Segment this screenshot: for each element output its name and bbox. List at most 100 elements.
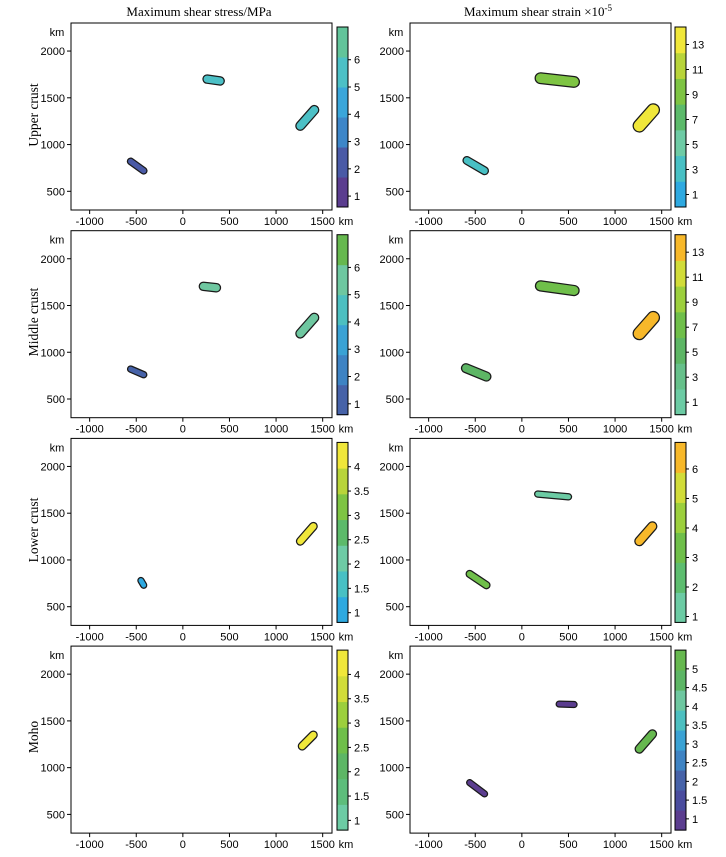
stress-column-title: Maximum shear stress/MPa xyxy=(126,4,271,19)
colorbar-tick-label: 3.5 xyxy=(354,694,369,706)
plot-frame xyxy=(409,230,672,419)
y-tick-label: 1500 xyxy=(380,93,404,105)
colorbar-segment xyxy=(675,78,686,105)
anomaly-contour xyxy=(199,282,220,292)
y-tick-label: 2000 xyxy=(41,254,65,266)
y-unit-label: km xyxy=(389,235,404,247)
colorbar-tick-label: 9 xyxy=(692,90,698,102)
y-tick-label: 1500 xyxy=(41,93,65,105)
panel-lower-stress: -1000 -500 0 500 1000 1500 km 500 1000 1500 2000 km… xyxy=(41,437,369,643)
anomaly-contour xyxy=(296,313,319,338)
y-tick-label: 1500 xyxy=(41,716,65,728)
x-unit-label: km xyxy=(339,839,354,851)
y-tick-label: 1500 xyxy=(380,716,404,728)
x-tick-label: -1000 xyxy=(76,424,104,436)
colorbar-tick-label: 3 xyxy=(354,137,360,149)
colorbar-tick-label: 4 xyxy=(692,701,698,713)
colorbar-tick-label: 5 xyxy=(692,140,698,152)
colorbar-segment xyxy=(675,311,686,339)
x-tick-label: 0 xyxy=(519,839,525,851)
colorbar-tick-label: 1 xyxy=(354,191,360,203)
colorbar-tick-label: 3.5 xyxy=(692,720,707,732)
colorbar-tick-label: 2.5 xyxy=(354,742,369,754)
x-tick-label: -1000 xyxy=(415,216,443,228)
colorbar-segment xyxy=(675,388,686,416)
anomaly-contour xyxy=(296,106,319,130)
colorbar-segment xyxy=(675,562,686,593)
plot-frame xyxy=(70,22,333,211)
y-unit-label: km xyxy=(50,650,65,662)
x-tick-label: -500 xyxy=(464,424,486,436)
colorbar-tick-label: 4 xyxy=(692,523,698,535)
plot-frame xyxy=(409,645,672,834)
y-tick-label: 2000 xyxy=(380,669,404,681)
colorbar-segment xyxy=(675,810,686,831)
anomaly-contour xyxy=(535,491,571,500)
x-tick-label: 1500 xyxy=(649,839,673,851)
panels: -1000 -500 0 500 1000 1500 km500100015002000km… xyxy=(41,22,707,851)
anomaly-contour xyxy=(635,522,657,546)
colorbar-segment xyxy=(675,670,686,691)
colorbar-tick-label: 1.5 xyxy=(354,791,369,803)
x-unit-label: km xyxy=(339,424,354,436)
colorbar-tick-label: 1 xyxy=(354,399,360,411)
x-tick-label: -1000 xyxy=(415,631,443,643)
colorbar-tick-label: 1 xyxy=(354,815,360,827)
colorbar-tick-label: 3 xyxy=(692,372,698,384)
x-tick-label: 500 xyxy=(220,631,238,643)
x-tick-label: -500 xyxy=(125,631,147,643)
colorbar-tick-label: 2 xyxy=(354,559,360,571)
colorbar-tick-label: 13 xyxy=(692,247,704,259)
y-tick-label: 2000 xyxy=(380,254,404,266)
x-tick-label: 0 xyxy=(519,216,525,228)
colorbar-tick-label: 4 xyxy=(354,317,360,329)
y-tick-label: 2000 xyxy=(41,46,65,58)
x-tick-label: 1500 xyxy=(649,631,673,643)
panel-moho-stress: -1000 -500 0 500 1000 1500 km 500 1000 1500 2000 km… xyxy=(41,645,369,851)
x-tick-label: 1500 xyxy=(649,216,673,228)
y-tick-label: 1000 xyxy=(380,140,404,152)
colorbar-segment xyxy=(675,129,686,157)
x-tick-label: 1000 xyxy=(264,631,288,643)
colorbar-tick-label: 9 xyxy=(692,297,698,309)
anomaly-contour xyxy=(633,312,659,340)
colorbar-segment xyxy=(337,177,348,208)
colorbar-segment xyxy=(675,442,686,473)
colorbar-segment xyxy=(675,532,686,563)
colorbar-segment xyxy=(337,354,348,386)
x-tick-label: 1000 xyxy=(264,216,288,228)
x-tick-label: 1000 xyxy=(603,424,627,436)
colorbar-segment xyxy=(337,493,348,521)
colorbar-tick-label: 3 xyxy=(692,552,698,564)
colorbar-tick-label: 2.5 xyxy=(354,535,369,547)
plot-frame xyxy=(70,645,333,834)
colorbar-segment xyxy=(337,442,348,469)
y-tick-label: 500 xyxy=(47,809,65,821)
colorbar-tick-label: 6 xyxy=(354,55,360,67)
y-tick-label: 500 xyxy=(386,186,404,198)
x-tick-label: 1000 xyxy=(264,839,288,851)
colorbar-segment xyxy=(337,294,348,326)
colorbar-tick-label: 1 xyxy=(692,814,698,826)
y-tick-label: 1000 xyxy=(380,763,404,775)
y-unit-label: km xyxy=(389,650,404,662)
colorbar-segment xyxy=(675,750,686,771)
anomaly-contour xyxy=(462,364,491,381)
y-unit-label: km xyxy=(50,235,65,247)
x-tick-label: -500 xyxy=(125,216,147,228)
row-label-upper-crust: Upper crust xyxy=(26,83,41,147)
colorbar-tick-label: 11 xyxy=(692,272,703,284)
colorbar-tick-label: 1 xyxy=(692,190,698,202)
x-unit-label: km xyxy=(678,216,693,228)
colorbar-tick-label: 4 xyxy=(354,669,360,681)
x-unit-label: km xyxy=(678,424,693,436)
x-tick-label: 1000 xyxy=(603,839,627,851)
panel-lower-strain: -1000 -500 0 500 1000 1500 km 500 1000 1500 2000 km… xyxy=(380,437,698,643)
anomaly-contour xyxy=(635,730,656,753)
colorbar-tick-label: 1 xyxy=(354,608,360,620)
x-tick-label: 0 xyxy=(180,424,186,436)
colorbar-tick-label: 1.5 xyxy=(354,583,369,595)
colorbar-segment xyxy=(675,790,686,811)
anomaly-contour xyxy=(467,780,487,797)
colorbar-segment xyxy=(337,147,348,178)
